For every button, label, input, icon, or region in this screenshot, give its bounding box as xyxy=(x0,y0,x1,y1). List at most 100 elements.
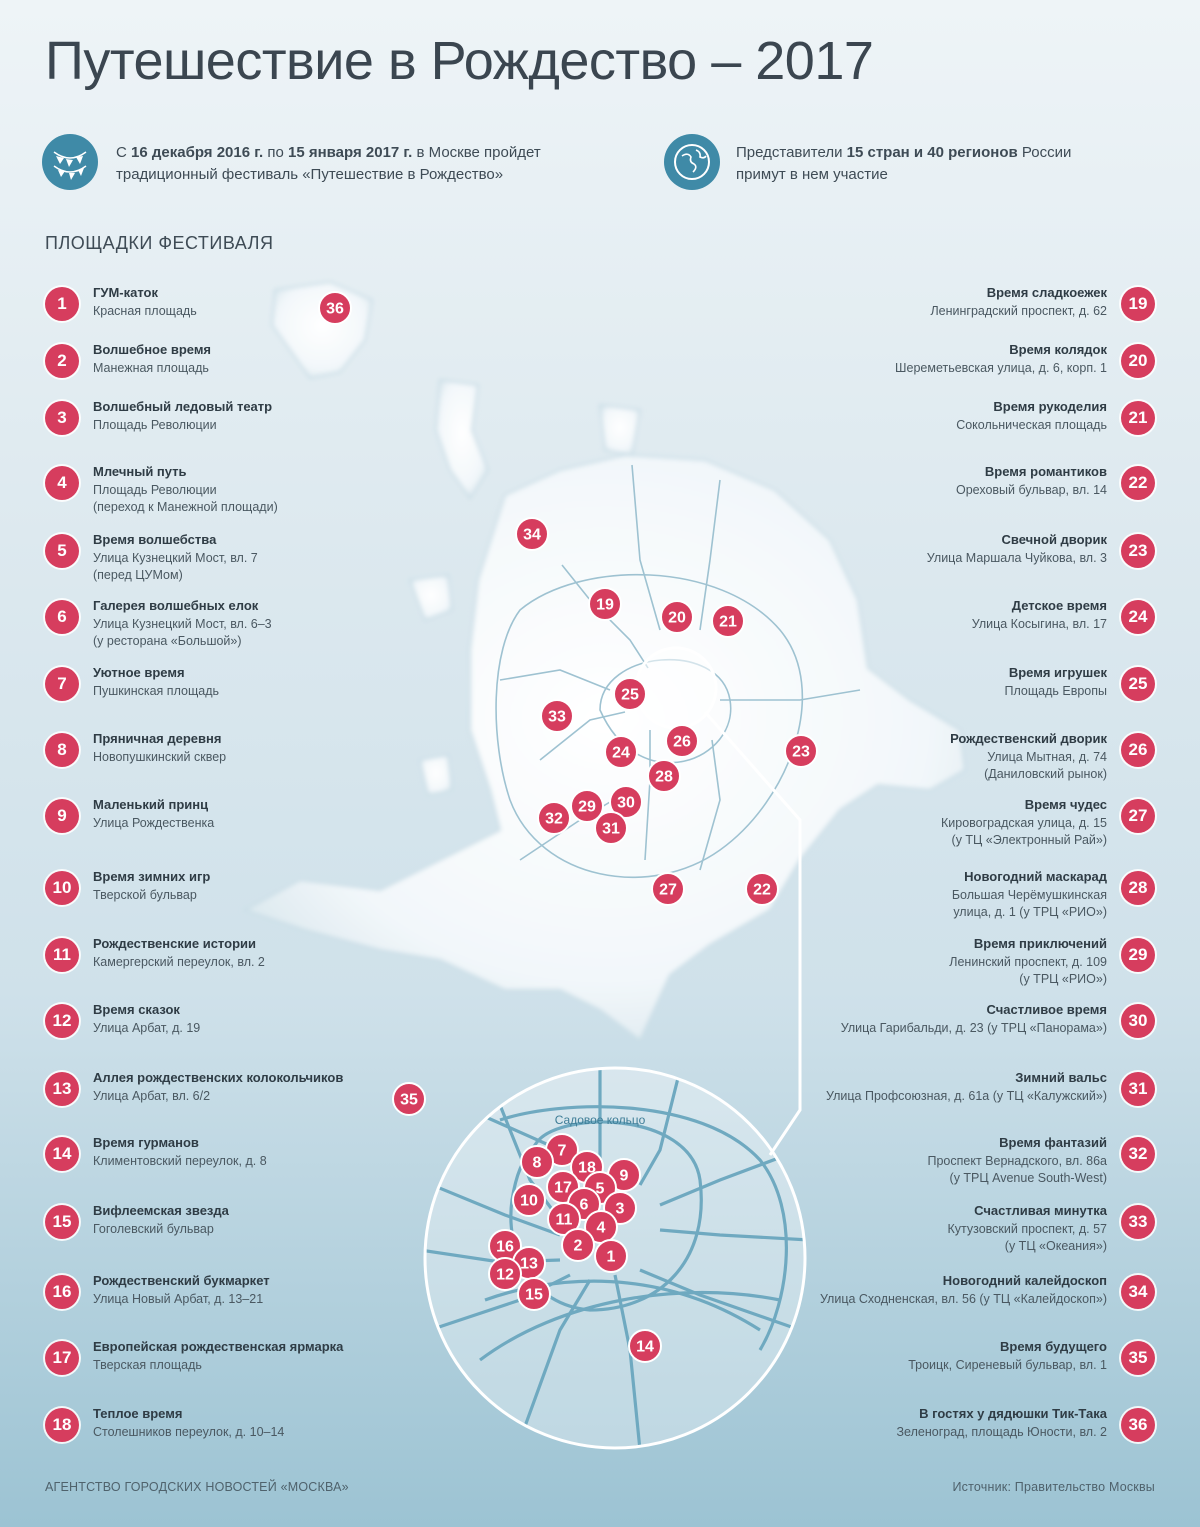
venue-number-badge: 3 xyxy=(45,401,79,435)
venue-address: Площадь Революции xyxy=(93,418,217,432)
venue-address: Улица Профсоюзная, д. 61а (у ТЦ «Калужск… xyxy=(826,1089,1107,1103)
map-marker-label: 7 xyxy=(558,1143,567,1160)
venue-item: 36 В гостях у дядюшки Тик-Така Зеленоград,… xyxy=(775,1406,1155,1468)
map-marker-label: 18 xyxy=(578,1160,596,1177)
map-marker-label: 12 xyxy=(496,1267,514,1284)
map-marker: 19 xyxy=(588,587,622,621)
venue-address: Площадь Революции (переход к Манежной пл… xyxy=(93,483,278,514)
venue-address: Улица Сходненская, вл. 56 (у ТЦ «Калейдо… xyxy=(819,1292,1107,1306)
venue-number-badge: 28 xyxy=(1121,871,1155,905)
venue-number-badge: 4 xyxy=(45,466,79,500)
venue-number-badge: 6 xyxy=(45,600,79,634)
zoom-connector-line xyxy=(703,711,802,1156)
map-marker-label: 23 xyxy=(792,744,810,761)
venue-item: 3 Волшебный ледовый театр Площадь Революци… xyxy=(45,399,405,461)
venue-name: Детское время xyxy=(1011,598,1107,613)
venue-name: Счастливое время xyxy=(986,1002,1107,1017)
venue-item: 33 Счастливая минутка Кутузовский проспект… xyxy=(775,1203,1155,1265)
venue-item: 29 Время приключений Ленинский проспект, д… xyxy=(775,936,1155,998)
venue-item: 4 Млечный путь Площадь Революции (переход … xyxy=(45,464,405,526)
venue-item: 17 Европейская рождественская ярмарка Твер… xyxy=(45,1339,405,1401)
venue-name: Время рукоделия xyxy=(993,399,1107,414)
venue-address: Улица Косыгина, вл. 17 xyxy=(971,617,1107,631)
venue-address: Новопушкинский сквер xyxy=(93,750,227,764)
map-marker-label: 2 xyxy=(574,1238,583,1255)
venue-address: Сокольническая площадь xyxy=(956,418,1107,432)
map-marker-label: 32 xyxy=(545,811,563,828)
venue-name: Теплое время xyxy=(93,1406,183,1421)
venue-number-badge: 1 xyxy=(45,287,79,321)
venue-item: 35 Время будущего Троицк, Сиреневый бульва… xyxy=(775,1339,1155,1401)
map-marker-dot xyxy=(647,759,681,793)
map-marker-label: 27 xyxy=(659,882,677,899)
venue-number-badge: 30 xyxy=(1121,1004,1155,1038)
venue-name: Волшебное время xyxy=(93,342,212,357)
map-marker: 27 xyxy=(651,872,685,906)
intro-dates: С 16 декабря 2016 г. по 15 января 2017 г… xyxy=(116,142,586,186)
map-marker-dot xyxy=(784,734,818,768)
venue-address: Большая Черёмушкинская улица, д. 1 (у ТР… xyxy=(951,888,1107,919)
venue-item: 13 Аллея рождественских колокольчиков Улиц… xyxy=(45,1070,405,1132)
map-marker: 7 xyxy=(545,1133,579,1167)
venue-number-badge: 27 xyxy=(1121,799,1155,833)
venue-name: Время фантазий xyxy=(999,1135,1107,1150)
venue-address: Ореховый бульвар, вл. 14 xyxy=(955,483,1107,497)
venue-number-badge: 14 xyxy=(45,1137,79,1171)
map-marker-dot xyxy=(628,1329,662,1363)
intro-participants-text-2: России xyxy=(1017,144,1072,161)
venue-number-badge: 23 xyxy=(1121,534,1155,568)
venue-name: Время колядок xyxy=(1009,342,1107,357)
venue-address: Улица Кузнецкий Мост, вл. 7 (перед ЦУМом… xyxy=(93,551,258,582)
venue-number-badge: 34 xyxy=(1121,1275,1155,1309)
venue-name: Время будущего xyxy=(1000,1339,1107,1354)
map-marker: 36 xyxy=(318,291,352,325)
venue-number-badge: 22 xyxy=(1121,466,1155,500)
venue-item: 1 ГУМ-каток Красная площадь xyxy=(45,285,405,347)
venue-item: 8 Пряничная деревня Новопушкинский сквер xyxy=(45,731,405,793)
map-marker-dot xyxy=(520,1145,554,1179)
venue-item: 22 Время романтиков Ореховый бульвар, вл. … xyxy=(775,464,1155,526)
map-marker: 32 xyxy=(537,801,571,835)
venue-item: 21 Время рукоделия Сокольническая площадь xyxy=(775,399,1155,461)
map-marker-label: 19 xyxy=(596,597,614,614)
venue-name: Время волшебства xyxy=(93,532,217,547)
map-marker-dot xyxy=(540,699,574,733)
map-marker-label: 33 xyxy=(548,709,566,726)
venue-address: Улица Рождественка xyxy=(93,816,215,830)
intro-dates-line2: традиционный фестиваль «Путешествие в Ро… xyxy=(116,166,504,183)
agency-credit: АГЕНТСТВО ГОРОДСКИХ НОВОСТЕЙ «МОСКВА» xyxy=(45,1480,349,1494)
venue-number-badge: 33 xyxy=(1121,1205,1155,1239)
venue-name: Счастливая минутка xyxy=(974,1203,1107,1218)
venue-address: Кировоградская улица, д. 15 (у ТЦ «Элект… xyxy=(940,816,1107,847)
page-title: Путешествие в Рождество – 2017 xyxy=(45,31,874,91)
map-marker-dot xyxy=(488,1257,522,1291)
map-marker-dot xyxy=(613,677,647,711)
venue-name: Свечной дворик xyxy=(1001,532,1107,547)
venue-number-badge: 7 xyxy=(45,667,79,701)
map-marker-label: 9 xyxy=(620,1168,629,1185)
venue-item: 26 Рождественский дворик Улица Мытная, д. … xyxy=(775,731,1155,793)
map-marker: 35 xyxy=(392,1082,426,1116)
venue-name: Европейская рождественская ярмарка xyxy=(93,1339,344,1354)
map-marker-dot xyxy=(561,1228,595,1262)
venue-item: 7 Уютное время Пушкинская площадь xyxy=(45,665,405,727)
venue-item: 24 Детское время Улица Косыгина, вл. 17 xyxy=(775,598,1155,660)
end-date: 15 января 2017 г. xyxy=(287,144,413,161)
venue-name: Пряничная деревня xyxy=(93,731,222,746)
venue-item: 11 Рождественские истории Камергерский пер… xyxy=(45,936,405,998)
venue-number-badge: 19 xyxy=(1121,287,1155,321)
venue-address: Шереметьевская улица, д. 6, корп. 1 xyxy=(895,361,1107,375)
venue-item: 28 Новогодний маскарад Большая Черёмушкинс… xyxy=(775,869,1155,931)
venue-item: 2 Волшебное время Манежная площадь xyxy=(45,342,405,404)
map-marker: 22 xyxy=(745,872,779,906)
map-marker: 24 xyxy=(604,735,638,769)
map-marker-label: 14 xyxy=(636,1339,654,1356)
venue-number-badge: 13 xyxy=(45,1072,79,1106)
map-marker-dot xyxy=(588,587,622,621)
map-marker: 26 xyxy=(665,724,699,758)
map-marker-label: 35 xyxy=(400,1092,418,1109)
map-marker-label: 28 xyxy=(655,769,673,786)
venue-name: Время романтиков xyxy=(984,464,1107,479)
